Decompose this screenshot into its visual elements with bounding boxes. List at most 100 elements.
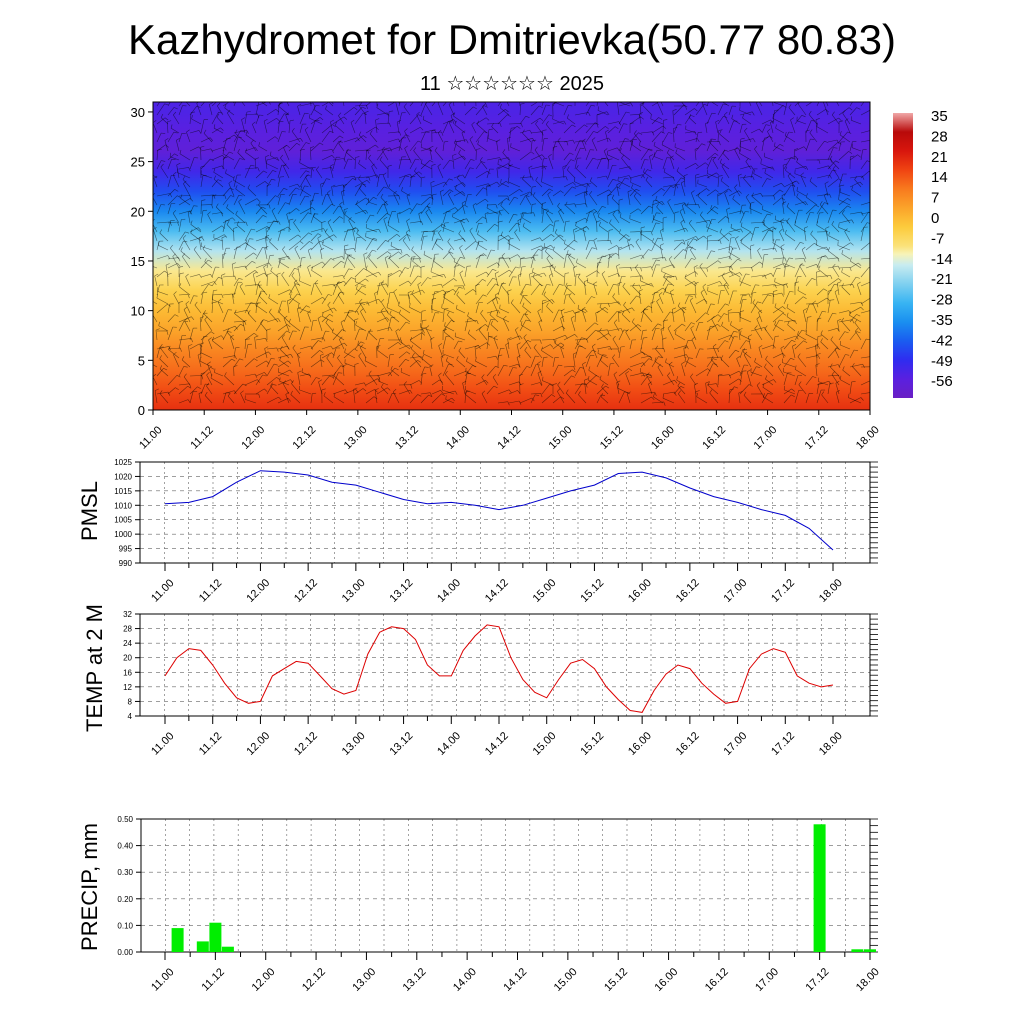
wind-barb: [849, 331, 857, 341]
wind-barb: [607, 126, 616, 134]
wind-barb-flag: [542, 129, 547, 131]
wind-barb-flag: [525, 193, 529, 197]
wind-barb: [365, 396, 375, 404]
wind-barb: [297, 372, 301, 386]
wind-barb-flag: [163, 368, 168, 371]
wind-barb: [681, 205, 686, 215]
wind-barb: [502, 152, 510, 161]
pmsl-xtick-label: 17.00: [721, 577, 749, 605]
wind-barb-flag: [664, 257, 667, 262]
wind-barb: [503, 318, 510, 332]
wind-barb-flag: [670, 289, 674, 292]
wind-barb-flag: [490, 320, 493, 325]
wind-barb-flag: [724, 111, 728, 116]
wind-barb-flag: [519, 373, 524, 376]
wind-barb-flag: [270, 358, 275, 360]
wind-barb: [376, 317, 387, 323]
wind-barb: [222, 138, 227, 152]
wind-barb-flag: [458, 347, 462, 352]
precip-bar: [171, 928, 184, 952]
wind-barb: [761, 135, 770, 143]
wind-barb: [283, 166, 290, 179]
wind-barb: [563, 124, 573, 134]
wind-barb: [486, 211, 500, 215]
wind-barb-flag: [668, 256, 673, 260]
wind-barb: [674, 333, 686, 341]
wind-barb: [739, 175, 753, 179]
wind-barb-flag: [286, 144, 290, 149]
wind-barb-flag: [831, 371, 835, 375]
wind-barb-flag: [175, 94, 179, 95]
wind-barb: [409, 140, 419, 152]
wind-barb-flag: [287, 226, 292, 231]
wind-barb: [225, 173, 235, 179]
wind-barb: [358, 134, 367, 143]
wind-barb: [159, 232, 169, 242]
wind-barb: [736, 358, 741, 368]
wind-barb-flag: [745, 273, 750, 275]
wind-barb-flag: [380, 193, 384, 198]
wind-barb: [182, 238, 191, 251]
wind-barb-flag: [299, 241, 304, 244]
wind-barb: [640, 373, 651, 377]
wind-barb-flag: [231, 217, 236, 221]
wind-barb-flag: [694, 147, 699, 150]
wind-barb: [626, 393, 631, 404]
wind-barb: [673, 184, 677, 197]
wind-barb-flag: [594, 209, 598, 213]
wind-barb-flag: [794, 365, 797, 370]
wind-barb-flag: [378, 377, 380, 382]
wind-barb-flag: [785, 166, 788, 171]
wind-barb: [596, 126, 606, 134]
wind-barb: [350, 122, 356, 134]
wind-barb: [464, 373, 468, 386]
wind-barb: [159, 393, 169, 404]
wind-barb: [563, 186, 573, 197]
wind-barb: [717, 246, 732, 251]
wind-barb: [677, 385, 686, 395]
wind-barb: [805, 345, 818, 350]
wind-barb: [497, 235, 509, 242]
wind-barb: [233, 320, 245, 323]
wind-barb: [364, 360, 378, 368]
wind-barb: [310, 167, 313, 179]
wind-barb-flag: [430, 267, 432, 272]
wind-barb-flag: [625, 111, 630, 114]
wind-barb: [827, 160, 836, 170]
wind-barb: [681, 102, 686, 107]
wind-barb: [420, 196, 431, 206]
wind-barb-flag: [454, 184, 457, 190]
wind-barb: [728, 210, 742, 215]
wind-barb-flag: [589, 177, 593, 182]
wind-barb: [343, 310, 358, 314]
wind-barb: [797, 290, 807, 296]
wind-barb-flag: [801, 329, 806, 332]
wind-barb: [827, 147, 834, 161]
wind-barb: [172, 256, 180, 269]
wind-barb-flag: [549, 273, 553, 277]
wind-barb: [398, 207, 410, 215]
wind-barb-flag: [624, 177, 629, 180]
wind-barb-flag: [871, 380, 874, 383]
wind-barb: [567, 169, 576, 179]
wind-barb: [860, 298, 870, 305]
wind-barb-flag: [363, 382, 367, 387]
wind-barb-flag: [202, 175, 207, 177]
wind-barb-flag: [276, 157, 280, 162]
wind-barb-flag: [718, 141, 721, 146]
wind-barb-flag: [717, 314, 722, 318]
wind-barb-flag: [500, 179, 502, 184]
wind-barb-flag: [660, 243, 664, 246]
wind-barb: [568, 296, 576, 305]
wind-barb: [387, 225, 400, 233]
wind-barb: [198, 393, 202, 404]
wind-barb: [775, 219, 785, 224]
wind-barb-flag: [422, 115, 425, 120]
wind-barb-flag: [371, 163, 375, 167]
wind-barb-flag: [841, 268, 843, 273]
wind-barb-flag: [245, 221, 248, 226]
wind-barb-flag: [803, 308, 807, 311]
wind-barb-flag: [393, 190, 397, 194]
wind-barb: [774, 281, 785, 287]
wind-barb: [393, 291, 400, 305]
